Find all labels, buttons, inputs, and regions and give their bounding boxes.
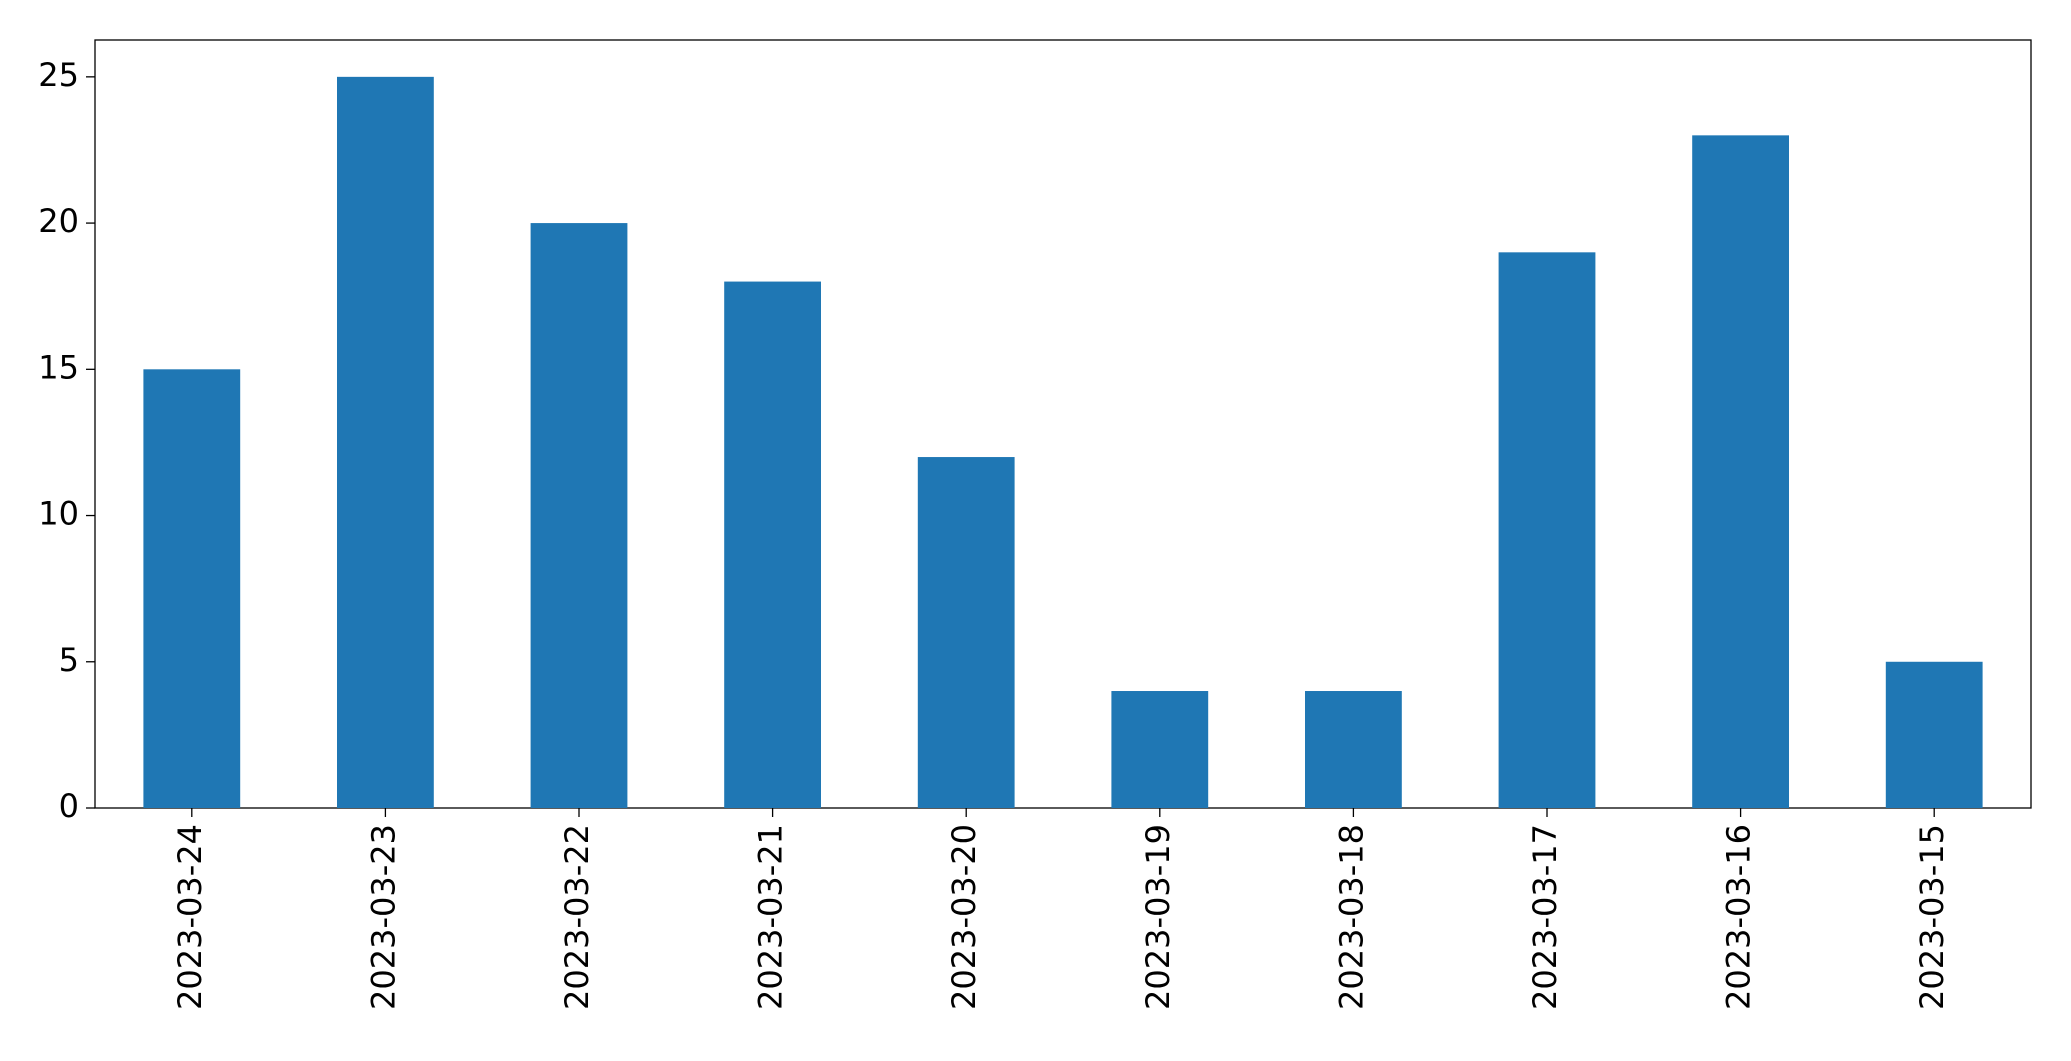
bar: [724, 281, 821, 808]
x-tick-label: 2023-03-23: [364, 824, 402, 1010]
bar: [917, 457, 1015, 808]
y-tick-label: 0: [59, 787, 79, 825]
bar: [1885, 661, 1983, 808]
x-tick-label: 2023-03-19: [1139, 824, 1177, 1010]
y-tick-label: 25: [38, 56, 79, 94]
plot-frame: [94, 39, 2032, 809]
bar: [1692, 135, 1789, 808]
bar: [337, 76, 434, 808]
x-tick-label: 2023-03-16: [1720, 824, 1758, 1010]
x-tick-label: 2023-03-15: [1913, 824, 1951, 1010]
bar: [1305, 691, 1402, 808]
y-tick-label: 15: [38, 348, 79, 386]
x-tick-label: 2023-03-21: [752, 824, 790, 1010]
bar: [143, 369, 241, 808]
y-tick-label: 5: [59, 641, 79, 679]
x-tick-label: 2023-03-20: [945, 824, 983, 1010]
bar: [1498, 252, 1596, 808]
y-tick-label: 20: [38, 202, 79, 240]
x-tick-label: 2023-03-18: [1332, 824, 1370, 1010]
y-tick-label: 10: [38, 495, 79, 533]
bar: [1111, 691, 1209, 808]
x-tick-label: 2023-03-17: [1526, 824, 1564, 1010]
x-tick-label: 2023-03-22: [558, 824, 596, 1010]
x-tick-label: 2023-03-24: [171, 824, 209, 1010]
bar: [530, 223, 628, 809]
